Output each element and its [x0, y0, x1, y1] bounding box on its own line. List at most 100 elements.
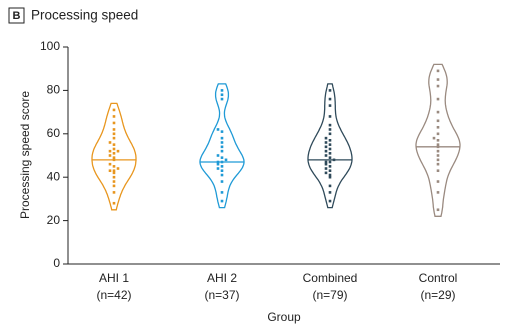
data-point [328, 199, 332, 203]
x-tick-count: (n=79) [312, 288, 347, 302]
data-point [112, 156, 116, 159]
x-axis-label: Group [267, 310, 301, 324]
data-point [324, 171, 328, 175]
data-point [112, 175, 116, 179]
data-point [216, 167, 220, 170]
data-point [328, 156, 332, 159]
data-point [112, 169, 116, 172]
data-point [324, 167, 328, 170]
data-point [436, 139, 440, 142]
data-point [436, 191, 440, 194]
data-point [108, 169, 112, 172]
x-tick-count: (n=37) [204, 288, 239, 302]
data-point [112, 121, 116, 125]
violin [199, 83, 245, 209]
data-point [220, 89, 224, 92]
data-point [436, 143, 440, 146]
data-point [324, 149, 328, 153]
data-point [328, 173, 332, 177]
data-point [436, 169, 440, 172]
data-point [112, 132, 116, 136]
data-point [116, 149, 120, 153]
data-point [324, 141, 328, 144]
data-point [436, 110, 440, 114]
data-point [112, 147, 116, 151]
data-point [436, 78, 440, 81]
violin [307, 83, 353, 209]
data-point [220, 97, 224, 101]
data-point [436, 119, 440, 123]
data-point [112, 136, 116, 140]
data-point [112, 143, 116, 146]
data-point [220, 141, 224, 144]
data-point [328, 165, 332, 168]
data-point [436, 132, 440, 136]
y-axis-label: Processing speed score [18, 91, 32, 219]
badge: B [13, 10, 21, 22]
data-point [220, 180, 224, 183]
data-point [116, 167, 120, 170]
data-point [220, 93, 224, 97]
data-point [220, 160, 224, 164]
data-point [224, 158, 228, 162]
data-point [436, 84, 440, 88]
data-point [328, 143, 332, 146]
data-point [216, 162, 220, 166]
data-point [112, 171, 116, 175]
data-point [324, 160, 328, 164]
data-point [112, 128, 116, 131]
data-point [328, 132, 332, 136]
data-point [220, 145, 224, 149]
data-point [436, 158, 440, 162]
y-tick-label: 0 [53, 256, 60, 270]
data-point [332, 158, 336, 162]
x-tick-count: (n=29) [420, 288, 455, 302]
data-point [436, 149, 440, 153]
x-tick-count: (n=42) [96, 288, 131, 302]
data-point [112, 184, 116, 188]
data-point [432, 136, 436, 140]
data-point [112, 152, 116, 155]
data-point [112, 158, 116, 162]
data-point [328, 97, 332, 101]
data-point [436, 154, 440, 157]
data-point [328, 89, 332, 92]
data-point [216, 128, 220, 131]
y-tick-label: 40 [47, 169, 61, 183]
data-point [328, 175, 332, 179]
data-point [328, 152, 332, 155]
data-point [220, 169, 224, 172]
data-point [112, 115, 116, 118]
x-tick-label: AHI 2 [207, 271, 237, 285]
y-tick-label: 80 [47, 83, 61, 97]
data-point [220, 156, 224, 159]
data-point [328, 147, 332, 151]
y-tick-label: 100 [40, 39, 60, 53]
data-point [436, 162, 440, 166]
data-point [328, 184, 332, 188]
data-point [324, 154, 328, 157]
data-point [108, 162, 112, 166]
data-point [436, 97, 440, 101]
data-point [108, 154, 112, 157]
data-point [328, 139, 332, 142]
data-point [436, 208, 440, 212]
data-point [216, 154, 220, 157]
data-point [220, 149, 224, 153]
data-point [324, 136, 328, 140]
data-point [112, 165, 116, 168]
data-point [220, 165, 224, 168]
data-point [328, 160, 332, 164]
data-point [436, 180, 440, 183]
data-point [328, 115, 332, 118]
x-tick-label: Combined [303, 271, 358, 285]
data-point [328, 104, 332, 107]
chart-title: Processing speed [31, 8, 138, 23]
violin [415, 63, 461, 217]
x-tick-label: AHI 1 [99, 271, 129, 285]
badge-box [8, 7, 25, 24]
data-point [436, 145, 440, 149]
data-point [108, 149, 112, 153]
data-point [112, 180, 116, 183]
